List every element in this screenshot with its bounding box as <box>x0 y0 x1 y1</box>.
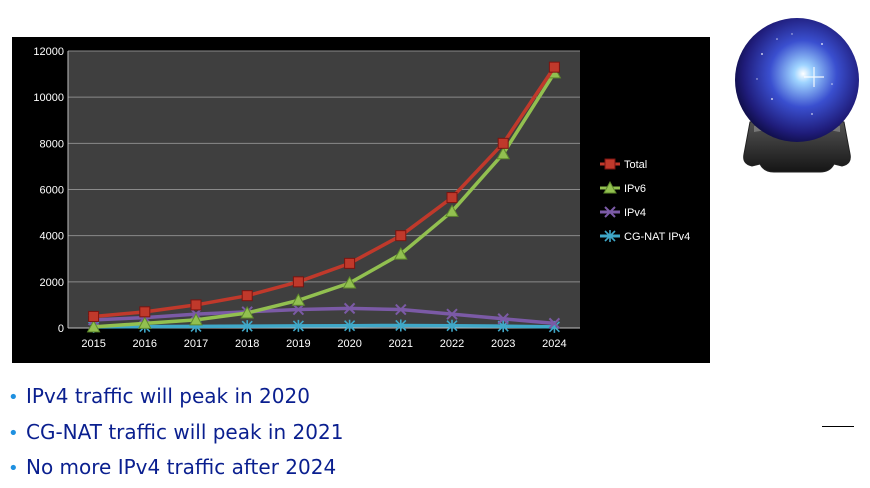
data-point <box>190 299 202 311</box>
bullet-text: No more IPv4 traffic after 2024 <box>26 455 337 479</box>
data-point <box>393 247 408 260</box>
data-point <box>446 308 458 320</box>
chart-panel: 0 2000 4000 6000 8000 10000 12000 2015 2016 2017 2… <box>12 37 710 363</box>
data-point <box>292 303 305 316</box>
y-tick-label: 6000 <box>40 185 64 197</box>
bullet-item: • IPv4 traffic will peak in 2020 <box>8 379 343 415</box>
data-point <box>88 310 100 322</box>
legend-label: IPv6 <box>624 183 646 195</box>
data-point <box>446 319 458 332</box>
x-tick-label: 2017 <box>184 338 208 350</box>
data-point <box>241 320 253 333</box>
y-tick-label: 8000 <box>40 138 64 150</box>
data-point <box>604 206 616 218</box>
data-point <box>241 290 253 302</box>
y-tick-label: 0 <box>58 323 64 335</box>
y-tick-label: 10000 <box>33 92 64 104</box>
legend-label: CG-NAT IPv4 <box>624 231 690 243</box>
data-point <box>292 276 304 288</box>
series-line-total <box>93 66 556 319</box>
data-point <box>86 319 101 333</box>
bullet-text: IPv4 traffic will peak in 2020 <box>26 384 310 408</box>
legend-label: IPv4 <box>624 207 646 219</box>
data-point <box>395 230 407 242</box>
x-tick-label: 2020 <box>337 338 361 350</box>
data-point <box>137 316 152 329</box>
bullet-item: • CG-NAT traffic will peak in 2021 <box>8 415 343 451</box>
bullet-dot-icon: • <box>8 422 19 444</box>
crystal-ball-icon <box>735 18 859 173</box>
legend-label: Total <box>624 159 647 171</box>
y-tick-label: 12000 <box>33 46 64 58</box>
data-point <box>395 303 407 316</box>
series-line-cg-nat-ipv4 <box>93 323 555 329</box>
x-tick-label: 2018 <box>235 338 259 350</box>
x-tick-label: 2022 <box>440 338 464 350</box>
data-point <box>344 257 356 269</box>
bullet-text: CG-NAT traffic will peak in 2021 <box>26 419 344 444</box>
data-point <box>548 61 560 73</box>
bullet-dot-icon: • <box>8 458 19 479</box>
y-tick-label: 2000 <box>40 277 64 289</box>
bullet-dot-icon: • <box>8 387 19 408</box>
data-point <box>291 293 306 306</box>
y-tick-label: 4000 <box>40 231 64 243</box>
data-point <box>342 275 357 289</box>
data-point <box>446 192 458 204</box>
x-tick-label: 2023 <box>491 338 515 350</box>
x-tick-label: 2015 <box>81 338 105 350</box>
x-tick-label: 2024 <box>542 338 566 350</box>
series-line-ipv6 <box>93 71 556 329</box>
decorative-line <box>822 426 854 427</box>
data-point <box>292 319 304 332</box>
data-point <box>343 302 356 315</box>
data-point <box>603 180 617 194</box>
x-tick-label: 2016 <box>133 338 157 350</box>
data-point <box>604 230 616 242</box>
line-chart: 0 2000 4000 6000 8000 10000 12000 2015 2016 2017 2… <box>12 37 710 363</box>
data-point <box>395 319 407 332</box>
x-tick-label: 2021 <box>389 338 413 350</box>
data-point <box>139 306 151 318</box>
data-point <box>604 158 616 170</box>
data-point <box>445 204 459 217</box>
bullet-list: • IPv4 traffic will peak in 2020 • CG-NAT … <box>8 379 343 486</box>
data-point <box>497 137 509 149</box>
series-line-ipv4 <box>93 306 555 326</box>
data-point <box>497 313 509 325</box>
data-point <box>189 312 203 326</box>
data-point <box>548 317 561 330</box>
data-point <box>496 146 511 160</box>
data-point <box>240 305 255 319</box>
x-tick-label: 2019 <box>286 338 310 350</box>
bullet-item: • No more IPv4 traffic after 2024 <box>8 450 343 486</box>
data-point <box>344 319 356 332</box>
